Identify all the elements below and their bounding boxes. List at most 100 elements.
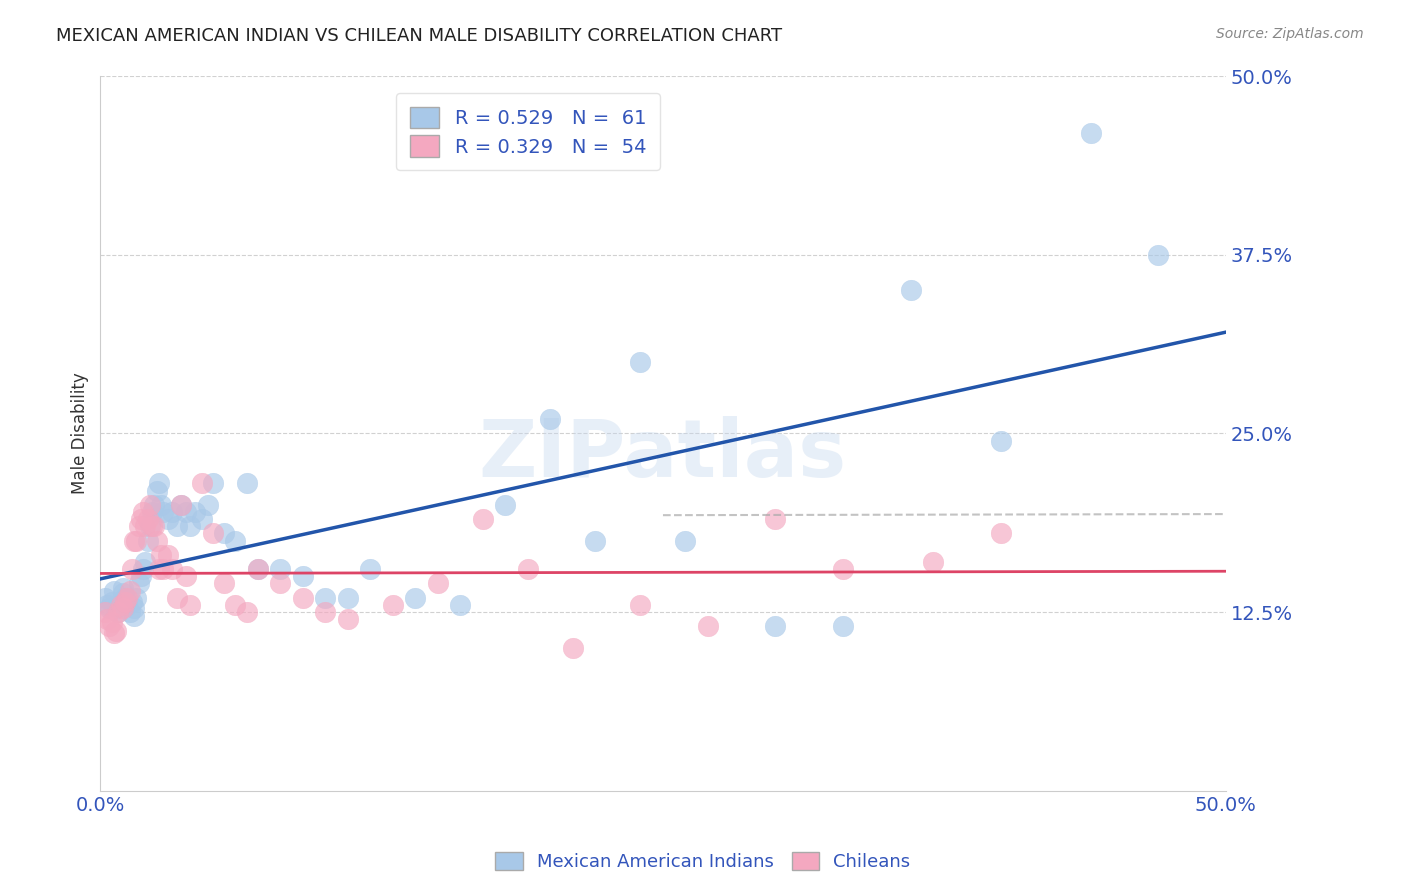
Point xyxy=(765,619,787,633)
Point xyxy=(122,600,145,615)
Point xyxy=(170,498,193,512)
Point xyxy=(129,569,152,583)
Point xyxy=(516,562,538,576)
Point xyxy=(212,526,235,541)
Point xyxy=(179,598,201,612)
Legend: Mexican American Indians, Chileans: Mexican American Indians, Chileans xyxy=(488,845,918,879)
Point xyxy=(111,600,134,615)
Point xyxy=(143,519,166,533)
Point xyxy=(426,576,449,591)
Point xyxy=(184,505,207,519)
Point xyxy=(107,605,129,619)
Point xyxy=(359,562,381,576)
Point xyxy=(134,519,156,533)
Point xyxy=(291,569,314,583)
Point xyxy=(162,562,184,576)
Point xyxy=(128,576,150,591)
Point xyxy=(148,476,170,491)
Point xyxy=(96,598,118,612)
Point xyxy=(114,591,136,605)
Point xyxy=(110,598,132,612)
Point xyxy=(336,612,359,626)
Point xyxy=(166,519,188,533)
Point xyxy=(201,476,224,491)
Point xyxy=(212,576,235,591)
Point xyxy=(197,498,219,512)
Point xyxy=(585,533,607,548)
Point xyxy=(117,591,139,605)
Point xyxy=(269,576,291,591)
Point xyxy=(150,548,173,562)
Text: Source: ZipAtlas.com: Source: ZipAtlas.com xyxy=(1216,27,1364,41)
Point xyxy=(134,555,156,569)
Point xyxy=(201,526,224,541)
Point xyxy=(246,562,269,576)
Point xyxy=(269,562,291,576)
Point xyxy=(141,519,163,533)
Point xyxy=(174,569,197,583)
Point xyxy=(96,612,118,626)
Point xyxy=(449,598,471,612)
Point xyxy=(224,533,246,548)
Point xyxy=(1147,248,1170,262)
Point xyxy=(125,591,148,605)
Point xyxy=(174,505,197,519)
Legend: R = 0.529   N =  61, R = 0.329   N =  54: R = 0.529 N = 61, R = 0.329 N = 54 xyxy=(396,93,659,170)
Point xyxy=(150,498,173,512)
Point xyxy=(139,498,162,512)
Point xyxy=(156,548,179,562)
Point xyxy=(765,512,787,526)
Point xyxy=(132,562,155,576)
Point xyxy=(166,591,188,605)
Point xyxy=(129,512,152,526)
Point xyxy=(139,519,162,533)
Point xyxy=(990,526,1012,541)
Point xyxy=(990,434,1012,448)
Point xyxy=(103,626,125,640)
Point xyxy=(143,498,166,512)
Point xyxy=(190,476,212,491)
Point xyxy=(224,598,246,612)
Point xyxy=(538,412,561,426)
Point xyxy=(152,505,174,519)
Point xyxy=(235,476,257,491)
Point xyxy=(246,562,269,576)
Y-axis label: Male Disability: Male Disability xyxy=(72,373,89,494)
Point xyxy=(630,355,652,369)
Point xyxy=(630,598,652,612)
Point xyxy=(122,533,145,548)
Point xyxy=(136,512,159,526)
Point xyxy=(832,562,855,576)
Point xyxy=(900,284,922,298)
Point xyxy=(105,624,128,638)
Point xyxy=(922,555,945,569)
Point xyxy=(494,498,516,512)
Point xyxy=(471,512,494,526)
Point xyxy=(336,591,359,605)
Point xyxy=(114,595,136,609)
Point xyxy=(404,591,426,605)
Text: MEXICAN AMERICAN INDIAN VS CHILEAN MALE DISABILITY CORRELATION CHART: MEXICAN AMERICAN INDIAN VS CHILEAN MALE … xyxy=(56,27,782,45)
Point xyxy=(145,483,167,498)
Point xyxy=(697,619,720,633)
Point xyxy=(103,583,125,598)
Point xyxy=(121,562,143,576)
Point xyxy=(110,598,132,612)
Point xyxy=(132,505,155,519)
Point xyxy=(111,586,134,600)
Point xyxy=(117,598,139,612)
Point xyxy=(179,519,201,533)
Point xyxy=(122,609,145,624)
Point xyxy=(152,562,174,576)
Point xyxy=(381,598,404,612)
Point xyxy=(94,605,117,619)
Point xyxy=(235,605,257,619)
Point xyxy=(118,583,141,598)
Point xyxy=(675,533,697,548)
Point xyxy=(1080,126,1102,140)
Point xyxy=(111,581,134,595)
Point xyxy=(162,505,184,519)
Point xyxy=(314,605,336,619)
Point xyxy=(314,591,336,605)
Point xyxy=(105,600,128,615)
